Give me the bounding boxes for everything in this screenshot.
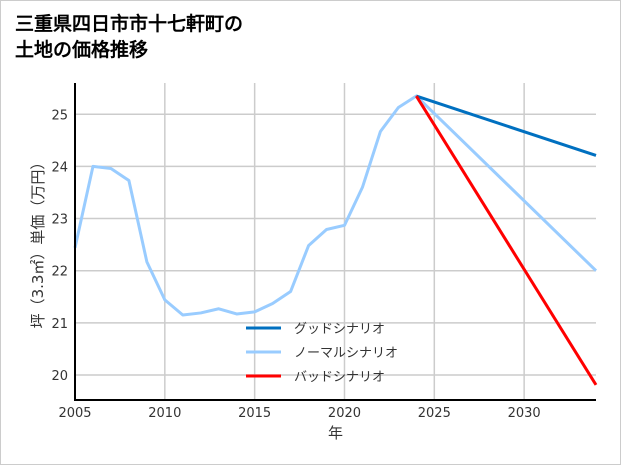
legend-label: ノーマルシナリオ <box>294 346 398 361</box>
x-tick-label: 2020 <box>328 406 361 421</box>
x-tick-label: 2030 <box>508 406 541 421</box>
series-line-ノーマルシナリオ <box>73 94 598 317</box>
x-axis-label: 年 <box>328 424 343 442</box>
series-line-グッドシナリオ <box>415 94 597 157</box>
legend-label: グッドシナリオ <box>294 322 385 337</box>
series-line-バッドシナリオ <box>415 95 598 386</box>
y-tick-label: 24 <box>51 160 68 175</box>
title-line-2: 土地の価格推移 <box>15 39 149 61</box>
x-tick-label: 2015 <box>238 406 271 421</box>
y-tick-label: 20 <box>51 369 68 384</box>
y-tick-label: 21 <box>51 317 68 332</box>
x-tick-label: 2005 <box>58 406 91 421</box>
chart-title: 三重県四日市市十七軒町の 土地の価格推移 <box>15 11 243 63</box>
y-tick-label: 22 <box>51 265 68 280</box>
y-axis-label: 坪（3.3㎡）単価（万円） <box>29 155 47 329</box>
title-line-1: 三重県四日市市十七軒町の <box>15 13 244 35</box>
y-tick-label: 23 <box>51 213 68 228</box>
x-tick-label: 2010 <box>148 406 181 421</box>
y-tick-label: 25 <box>51 108 68 123</box>
x-tick-label: 2025 <box>418 406 451 421</box>
legend-label: バッドシナリオ <box>294 370 385 385</box>
